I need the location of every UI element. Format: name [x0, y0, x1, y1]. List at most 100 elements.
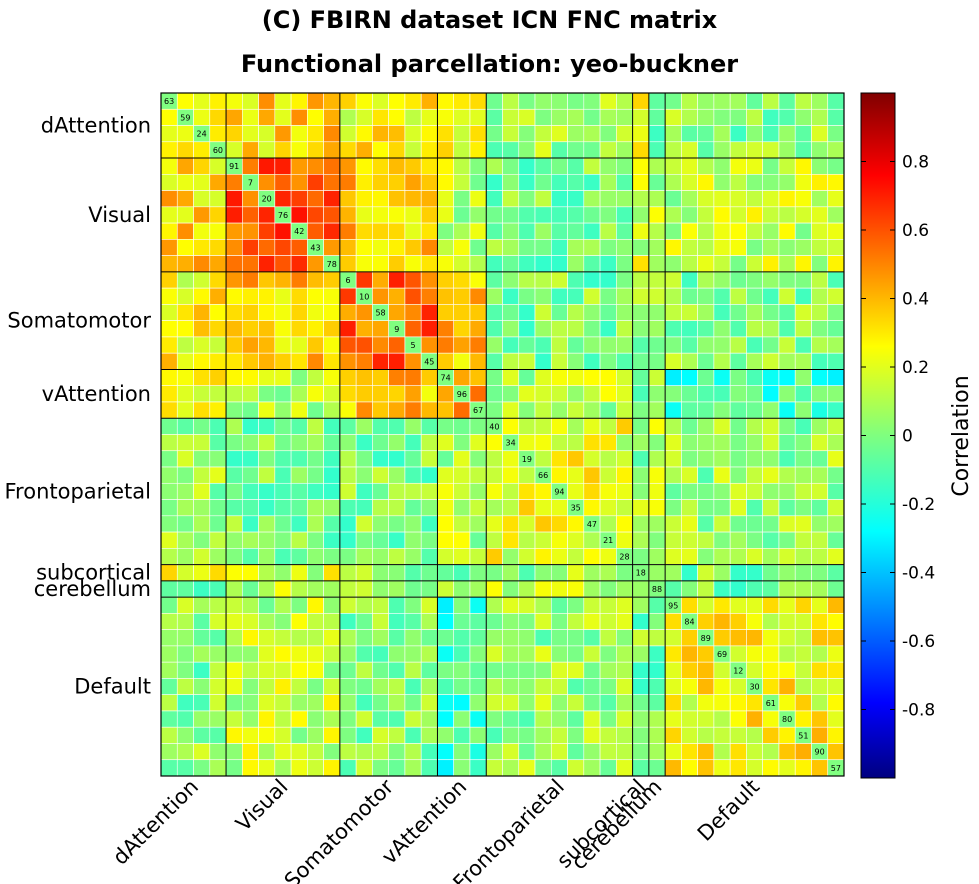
heatmap-cell [778, 239, 796, 256]
heatmap-cell [599, 580, 617, 598]
colorbar-tick-label: -0.6 [902, 632, 935, 652]
heatmap-cell [176, 743, 194, 761]
heatmap-cell [355, 759, 373, 777]
heatmap-cell [290, 239, 308, 256]
heatmap-cell [762, 222, 780, 240]
heatmap-cell [502, 401, 520, 419]
heatmap-cell [567, 645, 585, 663]
heatmap-cell [242, 125, 259, 143]
heatmap-cell [827, 645, 845, 663]
heatmap-cell [274, 125, 292, 143]
heatmap-cell [469, 482, 487, 500]
heatmap-cell [160, 645, 178, 663]
heatmap-cell [648, 336, 666, 354]
colorbar-tick-label: 0.2 [902, 358, 929, 378]
heatmap-cell [274, 694, 292, 712]
heatmap-cell [242, 92, 259, 110]
heatmap-cell [794, 92, 812, 110]
heatmap-cell [794, 190, 812, 208]
heatmap-cell [518, 629, 536, 647]
colorbar-tick-label: -0.2 [902, 495, 935, 515]
y-network-label: Frontoparietal [5, 479, 152, 503]
heatmap-cell [388, 645, 406, 663]
heatmap-cell [583, 580, 601, 598]
heatmap-cell [713, 304, 731, 321]
heatmap-cell [616, 564, 633, 582]
heatmap-cell [453, 482, 471, 500]
heatmap-cell [339, 255, 357, 273]
heatmap-cell [794, 564, 812, 582]
heatmap-cell [388, 369, 406, 387]
heatmap-cell [599, 206, 617, 224]
heatmap-cell [729, 629, 747, 647]
heatmap-cell [599, 434, 617, 452]
heatmap-cell [290, 450, 308, 468]
heatmap-cell [534, 174, 552, 191]
heatmap-cell [339, 417, 357, 435]
heatmap-cell [567, 141, 585, 159]
heatmap-cell [323, 759, 341, 777]
heatmap-cell [762, 450, 780, 468]
component-label: 94 [554, 487, 564, 496]
heatmap-cell [453, 434, 471, 452]
heatmap-cell [469, 287, 487, 305]
heatmap-cell [550, 499, 568, 517]
heatmap-cell [290, 759, 308, 777]
heatmap-cell [437, 482, 455, 500]
heatmap-cell [307, 629, 324, 647]
heatmap-cell [404, 482, 422, 500]
heatmap-cell [811, 304, 829, 321]
heatmap-cell [616, 401, 633, 419]
heatmap-cell [453, 190, 471, 208]
heatmap-cell [762, 320, 780, 338]
heatmap-cell [339, 726, 357, 744]
heatmap-cell [290, 678, 308, 695]
heatmap-cell [404, 645, 422, 663]
heatmap-cell [746, 710, 763, 728]
heatmap-cell [599, 287, 617, 305]
heatmap-cell [160, 678, 178, 695]
heatmap-cell [502, 759, 520, 777]
heatmap-cell [697, 174, 715, 191]
heatmap-cell [827, 548, 845, 565]
heatmap-cell [372, 352, 389, 370]
heatmap-cell [307, 661, 324, 679]
heatmap-cell [209, 271, 227, 289]
heatmap-cell [778, 548, 796, 565]
heatmap-cell [274, 613, 292, 630]
colorbar-tick-label: -0.4 [902, 564, 935, 584]
heatmap-cell [469, 125, 487, 143]
heatmap-cell [550, 385, 568, 403]
heatmap-cell [664, 726, 682, 744]
heatmap-cell [372, 548, 389, 565]
heatmap-cell [323, 726, 341, 744]
heatmap-cell [453, 580, 471, 598]
heatmap-cell [502, 336, 520, 354]
heatmap-cell [518, 482, 536, 500]
heatmap-cell [778, 304, 796, 321]
heatmap-cell [648, 694, 666, 712]
heatmap-cell [697, 401, 715, 419]
heatmap-cell [811, 482, 829, 500]
heatmap-cell [176, 694, 194, 712]
heatmap-cell [697, 239, 715, 256]
heatmap-cell [485, 271, 503, 289]
heatmap-cell [583, 726, 601, 744]
heatmap-cell [225, 531, 243, 549]
heatmap-cell [713, 564, 731, 582]
heatmap-cell [339, 304, 357, 321]
heatmap-cell [307, 710, 324, 728]
heatmap-cell [274, 239, 292, 256]
heatmap-cell [274, 92, 292, 110]
heatmap-cell [209, 206, 227, 224]
heatmap-cell [323, 206, 341, 224]
heatmap-cell [811, 645, 829, 663]
heatmap-cell [420, 206, 438, 224]
heatmap-cell [404, 417, 422, 435]
heatmap-cell [648, 482, 666, 500]
heatmap-cell [502, 515, 520, 533]
heatmap-cell [372, 125, 389, 143]
heatmap-cell [225, 239, 243, 256]
heatmap-cell [160, 108, 178, 126]
heatmap-cell [176, 352, 194, 370]
